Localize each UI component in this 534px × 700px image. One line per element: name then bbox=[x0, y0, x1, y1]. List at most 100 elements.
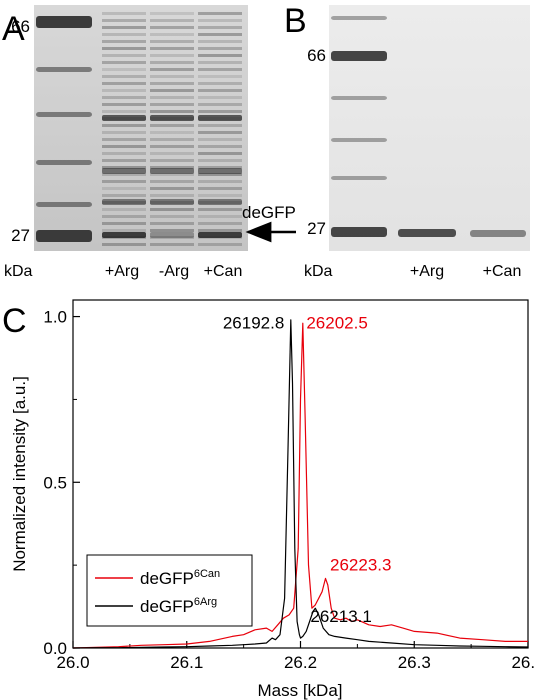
gel-band bbox=[102, 159, 146, 162]
gel-band bbox=[102, 222, 146, 225]
gel-band bbox=[102, 124, 146, 127]
gel-band bbox=[331, 16, 387, 20]
gel-band bbox=[150, 103, 194, 106]
gel-band bbox=[150, 110, 194, 113]
gel-b-marker-27: 27 bbox=[307, 219, 326, 238]
gel-b-lane-can: +Can bbox=[483, 263, 522, 280]
gel-band bbox=[198, 222, 242, 225]
gel-band bbox=[198, 61, 242, 64]
gel-band bbox=[150, 89, 194, 92]
gel-band bbox=[150, 215, 194, 218]
gel-band bbox=[102, 145, 146, 148]
y-tick-label: 0.0 bbox=[43, 639, 67, 658]
gel-band bbox=[36, 202, 92, 207]
panel-a: A 66 27 kDa +Arg -Arg +Can deGFP bbox=[2, 5, 296, 280]
gel-band bbox=[198, 166, 242, 169]
gel-a-lane-minus-arg: -Arg bbox=[159, 263, 189, 280]
gel-b-marker-66: 66 bbox=[307, 46, 326, 65]
gel-b-background bbox=[329, 5, 530, 251]
gel-band bbox=[102, 208, 146, 211]
gel-band bbox=[198, 54, 242, 57]
gel-band bbox=[198, 75, 242, 78]
gel-band bbox=[150, 173, 194, 176]
panel-c-letter: C bbox=[2, 302, 27, 340]
gel-band bbox=[102, 180, 146, 183]
gel-band bbox=[102, 215, 146, 218]
gel-band bbox=[102, 173, 146, 176]
gel-band bbox=[198, 103, 242, 106]
gel-band bbox=[36, 160, 92, 165]
gel-band bbox=[150, 222, 194, 225]
gel-band bbox=[102, 187, 146, 190]
gel-a-bands bbox=[36, 12, 242, 246]
gel-band bbox=[331, 96, 387, 100]
gel-band bbox=[331, 138, 387, 142]
gel-band bbox=[150, 159, 194, 162]
gel-band bbox=[102, 54, 146, 57]
gel-band bbox=[102, 168, 146, 174]
gel-band bbox=[150, 124, 194, 127]
gel-band bbox=[150, 68, 194, 71]
peak-annotation: 26223.3 bbox=[330, 555, 391, 574]
gel-band bbox=[198, 159, 242, 162]
x-axis-label: Mass [kDa] bbox=[257, 681, 342, 700]
plot-axes: 26.0 26.1 26.2 26.3 26.4 0.0 0.5 1.0 bbox=[43, 308, 534, 672]
gel-band bbox=[198, 215, 242, 218]
gel-a-marker-27: 27 bbox=[11, 226, 30, 245]
gel-band bbox=[198, 229, 242, 232]
gel-band bbox=[102, 138, 146, 141]
gel-band bbox=[102, 82, 146, 85]
gel-band bbox=[102, 152, 146, 155]
gel-band bbox=[102, 229, 146, 232]
gel-band bbox=[198, 82, 242, 85]
gel-band bbox=[36, 67, 92, 72]
y-axis-label: Normalized intensity [a.u.] bbox=[10, 376, 29, 572]
gel-band bbox=[150, 61, 194, 64]
gel-band bbox=[150, 187, 194, 190]
gel-band bbox=[198, 138, 242, 141]
gel-band bbox=[150, 168, 194, 174]
gel-band bbox=[198, 89, 242, 92]
gel-band bbox=[150, 33, 194, 36]
gel-a-marker-66: 66 bbox=[11, 17, 30, 36]
gel-band bbox=[150, 54, 194, 57]
gel-band bbox=[150, 145, 194, 148]
gel-band bbox=[150, 26, 194, 29]
gel-band bbox=[102, 47, 146, 50]
gel-band bbox=[102, 12, 146, 15]
x-tick-label: 26.2 bbox=[284, 653, 317, 672]
gel-band bbox=[150, 180, 194, 183]
gel-band bbox=[198, 194, 242, 197]
gel-band bbox=[150, 194, 194, 197]
gel-band bbox=[150, 96, 194, 99]
panel-a-letter: A bbox=[2, 10, 25, 48]
gel-band bbox=[102, 110, 146, 113]
gel-band bbox=[150, 243, 194, 246]
gel-band bbox=[36, 230, 92, 242]
gel-band bbox=[198, 115, 242, 121]
gel-band bbox=[150, 82, 194, 85]
gel-b-bands bbox=[331, 16, 526, 237]
gel-band bbox=[150, 208, 194, 211]
gel-band bbox=[150, 75, 194, 78]
legend-box bbox=[86, 554, 253, 627]
gel-band bbox=[102, 40, 146, 43]
gel-band bbox=[102, 243, 146, 246]
gel-band bbox=[102, 33, 146, 36]
gel-band bbox=[198, 145, 242, 148]
gel-band bbox=[102, 131, 146, 134]
gel-band bbox=[198, 12, 242, 15]
gel-b-lane-arg: +Arg bbox=[410, 263, 444, 280]
gel-band bbox=[198, 187, 242, 190]
gel-band bbox=[102, 68, 146, 71]
y-tick-label: 0.5 bbox=[43, 473, 67, 492]
gel-band bbox=[150, 47, 194, 50]
gel-a-lane-can: +Can bbox=[204, 263, 243, 280]
peak-annotation: 26202.5 bbox=[306, 314, 367, 333]
x-tick-label: 26.0 bbox=[56, 653, 89, 672]
gel-band bbox=[102, 96, 146, 99]
gel-band bbox=[102, 61, 146, 64]
gel-band bbox=[102, 166, 146, 169]
gel-band bbox=[102, 194, 146, 197]
gel-band bbox=[150, 138, 194, 141]
